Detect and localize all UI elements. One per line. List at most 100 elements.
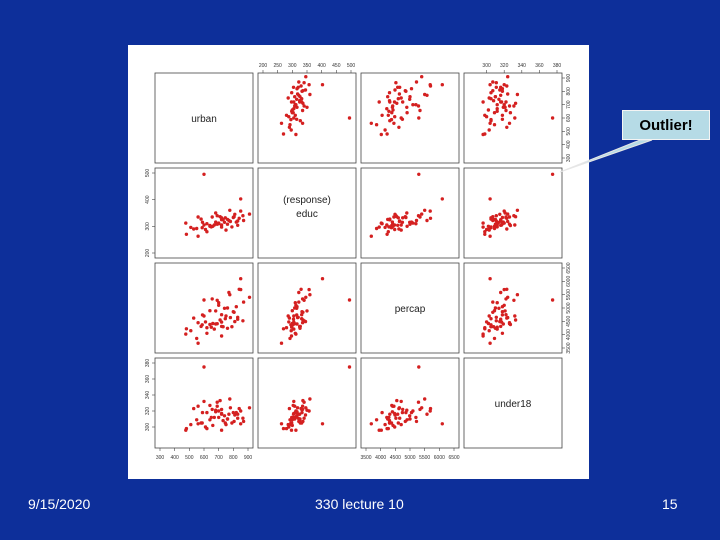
data-point bbox=[399, 223, 403, 227]
data-point bbox=[294, 428, 298, 432]
data-point bbox=[499, 100, 504, 104]
data-point bbox=[423, 397, 427, 401]
data-point bbox=[217, 303, 221, 307]
data-point bbox=[385, 415, 389, 420]
data-point bbox=[428, 409, 432, 413]
data-point bbox=[210, 215, 214, 219]
data-point bbox=[414, 103, 418, 107]
data-point bbox=[488, 341, 492, 345]
data-point bbox=[200, 220, 205, 224]
data-point bbox=[225, 326, 230, 330]
data-point bbox=[210, 407, 214, 412]
data-point bbox=[233, 413, 237, 417]
data-point bbox=[390, 111, 394, 115]
data-point bbox=[222, 306, 227, 310]
data-point bbox=[500, 331, 505, 335]
data-point bbox=[192, 227, 196, 231]
data-point bbox=[297, 300, 301, 304]
data-point bbox=[347, 365, 352, 369]
data-point bbox=[550, 172, 555, 176]
data-point bbox=[302, 319, 306, 323]
data-point bbox=[418, 108, 422, 113]
tick-label-percap: 3500 bbox=[566, 342, 572, 353]
data-point bbox=[374, 418, 379, 422]
data-point bbox=[297, 80, 301, 84]
data-point bbox=[293, 331, 297, 335]
data-point bbox=[212, 223, 216, 227]
data-point bbox=[241, 214, 245, 218]
data-point bbox=[385, 232, 389, 236]
tick-label-educ: 400 bbox=[317, 63, 326, 69]
data-point bbox=[302, 400, 306, 404]
data-point bbox=[301, 89, 305, 93]
data-point bbox=[486, 321, 491, 326]
data-point bbox=[417, 172, 421, 176]
data-point bbox=[205, 222, 209, 226]
data-point bbox=[221, 325, 225, 329]
data-point bbox=[208, 418, 212, 422]
tick-label-educ: 350 bbox=[303, 63, 312, 69]
tick-label-educ: 300 bbox=[145, 222, 151, 231]
data-point bbox=[222, 414, 227, 418]
data-point bbox=[401, 100, 405, 104]
data-point bbox=[394, 81, 398, 85]
data-point bbox=[386, 113, 390, 118]
tick-label-urban: 500 bbox=[566, 127, 572, 136]
data-point bbox=[218, 398, 222, 403]
data-point bbox=[241, 416, 245, 420]
data-point bbox=[200, 410, 205, 415]
data-point bbox=[500, 87, 505, 91]
data-point bbox=[495, 103, 499, 107]
data-point bbox=[205, 410, 209, 415]
panel-under18-vs-percap bbox=[360, 357, 460, 449]
diagonal-label-educ: educ bbox=[296, 209, 318, 220]
data-point bbox=[396, 421, 400, 425]
data-point bbox=[290, 421, 294, 425]
data-point bbox=[483, 132, 487, 136]
data-point bbox=[202, 298, 206, 302]
panel-under18-vs-educ bbox=[257, 357, 357, 449]
data-point bbox=[208, 223, 212, 228]
data-point bbox=[247, 295, 252, 299]
data-point bbox=[487, 314, 491, 318]
data-point bbox=[391, 423, 395, 428]
data-point bbox=[425, 412, 429, 416]
data-point bbox=[417, 365, 421, 369]
data-point bbox=[212, 415, 216, 420]
data-point bbox=[489, 225, 493, 229]
data-point bbox=[491, 325, 496, 329]
data-point bbox=[398, 85, 402, 89]
data-point bbox=[499, 290, 503, 295]
data-point bbox=[202, 314, 206, 318]
outlier-callout-text: Outlier! bbox=[639, 116, 693, 134]
data-point bbox=[397, 92, 402, 96]
data-point bbox=[399, 116, 403, 120]
data-point bbox=[293, 95, 297, 99]
data-point bbox=[292, 100, 296, 104]
data-point bbox=[241, 218, 246, 223]
data-point bbox=[418, 215, 422, 219]
data-point bbox=[196, 215, 200, 219]
data-point bbox=[202, 172, 206, 176]
data-point bbox=[487, 329, 491, 333]
data-point bbox=[394, 416, 398, 420]
data-point bbox=[388, 217, 392, 221]
data-point bbox=[481, 221, 485, 225]
data-point bbox=[508, 111, 513, 115]
data-point bbox=[232, 310, 236, 314]
data-point bbox=[377, 100, 381, 104]
tick-label-urban: 700 bbox=[566, 100, 572, 109]
data-point bbox=[199, 324, 203, 329]
data-point bbox=[491, 80, 495, 84]
data-point bbox=[308, 397, 312, 401]
data-point bbox=[184, 327, 189, 331]
data-point bbox=[504, 297, 508, 301]
data-point bbox=[293, 306, 297, 310]
data-point bbox=[386, 230, 390, 234]
data-point bbox=[513, 223, 517, 227]
data-point bbox=[513, 318, 518, 322]
data-point bbox=[291, 317, 296, 321]
tick-label-percap: 6000 bbox=[566, 276, 572, 287]
data-point bbox=[505, 125, 509, 129]
data-point bbox=[504, 108, 508, 113]
